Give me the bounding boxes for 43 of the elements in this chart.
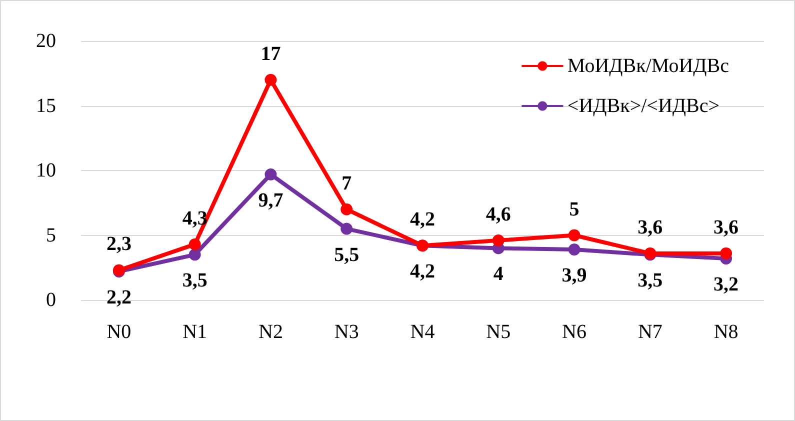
- point: [340, 203, 353, 216]
- data-label: 3,9: [562, 264, 587, 286]
- y-tick-label: 0: [46, 289, 56, 311]
- data-label: 2,3: [106, 233, 132, 256]
- data-label: 4: [493, 263, 504, 286]
- x-tick-label: N5: [486, 321, 511, 343]
- x-tick-label: N7: [638, 321, 662, 343]
- point: [264, 168, 277, 180]
- legend-label: <ИДВк>/<ИДВс>: [567, 95, 720, 117]
- data-label: 7: [342, 172, 352, 194]
- point: [568, 229, 580, 242]
- data-label: 3,2: [714, 274, 739, 296]
- x-tick-label: N1: [182, 321, 208, 343]
- y-tick-label: 5: [46, 224, 56, 246]
- data-label: 4,2: [410, 260, 435, 283]
- data-label: 4,2: [410, 208, 435, 231]
- data-label: 3,6: [638, 216, 663, 238]
- x-tick-label: N8: [714, 321, 738, 343]
- x-tick-label: N2: [258, 321, 283, 343]
- point: [492, 234, 504, 246]
- y-tick-label: 20: [36, 30, 56, 52]
- data-label: 9,7: [258, 189, 284, 212]
- point: [340, 222, 353, 235]
- x-tick-label: N3: [334, 321, 359, 343]
- data-label: 17: [260, 42, 281, 65]
- point: [188, 238, 201, 250]
- data-label: 5: [569, 198, 580, 220]
- data-label: 3,5: [638, 270, 663, 292]
- y-tick-label: 15: [36, 94, 56, 117]
- data-label: 4,6: [486, 203, 511, 226]
- data-label: 3,6: [714, 216, 739, 238]
- point: [188, 248, 201, 261]
- x-tick-label: N4: [410, 321, 435, 343]
- data-label: 2,2: [106, 286, 132, 309]
- x-tick-label: N0: [106, 321, 132, 343]
- y-tick-label: 10: [36, 160, 56, 182]
- point: [720, 247, 732, 260]
- point: [264, 74, 277, 86]
- x-tick-label: N6: [562, 321, 587, 343]
- legend-label: МоИДВк/МоИДВс: [567, 55, 730, 77]
- point: [568, 244, 580, 256]
- data-label: 5,5: [334, 244, 360, 266]
- data-label: 3,5: [182, 270, 208, 292]
